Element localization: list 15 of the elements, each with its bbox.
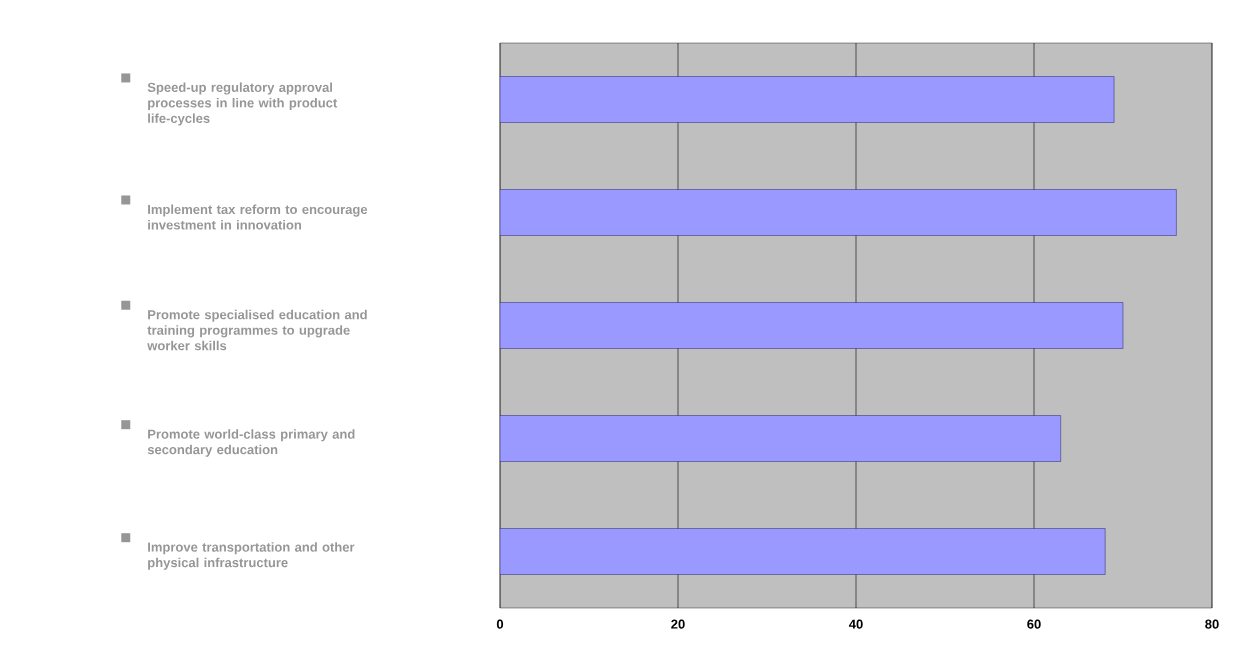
x-tick-label: 40 (848, 619, 863, 629)
bar (500, 415, 1061, 462)
x-tick-label: 60 (1027, 619, 1041, 629)
y-tick-label: Improve transportation and other physical infrastructure (148, 542, 355, 570)
x-tick-label: 0 (496, 619, 504, 629)
bar (500, 302, 1124, 349)
y-tick-label: Speed-up regulatory approval processes in line with product life-cycles (147, 82, 338, 126)
x-tick-label: 20 (671, 619, 685, 629)
bar (500, 528, 1106, 575)
y-tick-label: Promote world-class primary and secondary education (147, 429, 355, 457)
y-tick-label: Promote specialised education and training programmes to upgrade worker skills (147, 309, 367, 351)
y-tick-label: Implement tax reform to encourage investment in innovation (148, 204, 368, 230)
x-tick-label: 80 (1205, 619, 1219, 629)
bar (500, 189, 1177, 236)
bar (500, 76, 1115, 123)
